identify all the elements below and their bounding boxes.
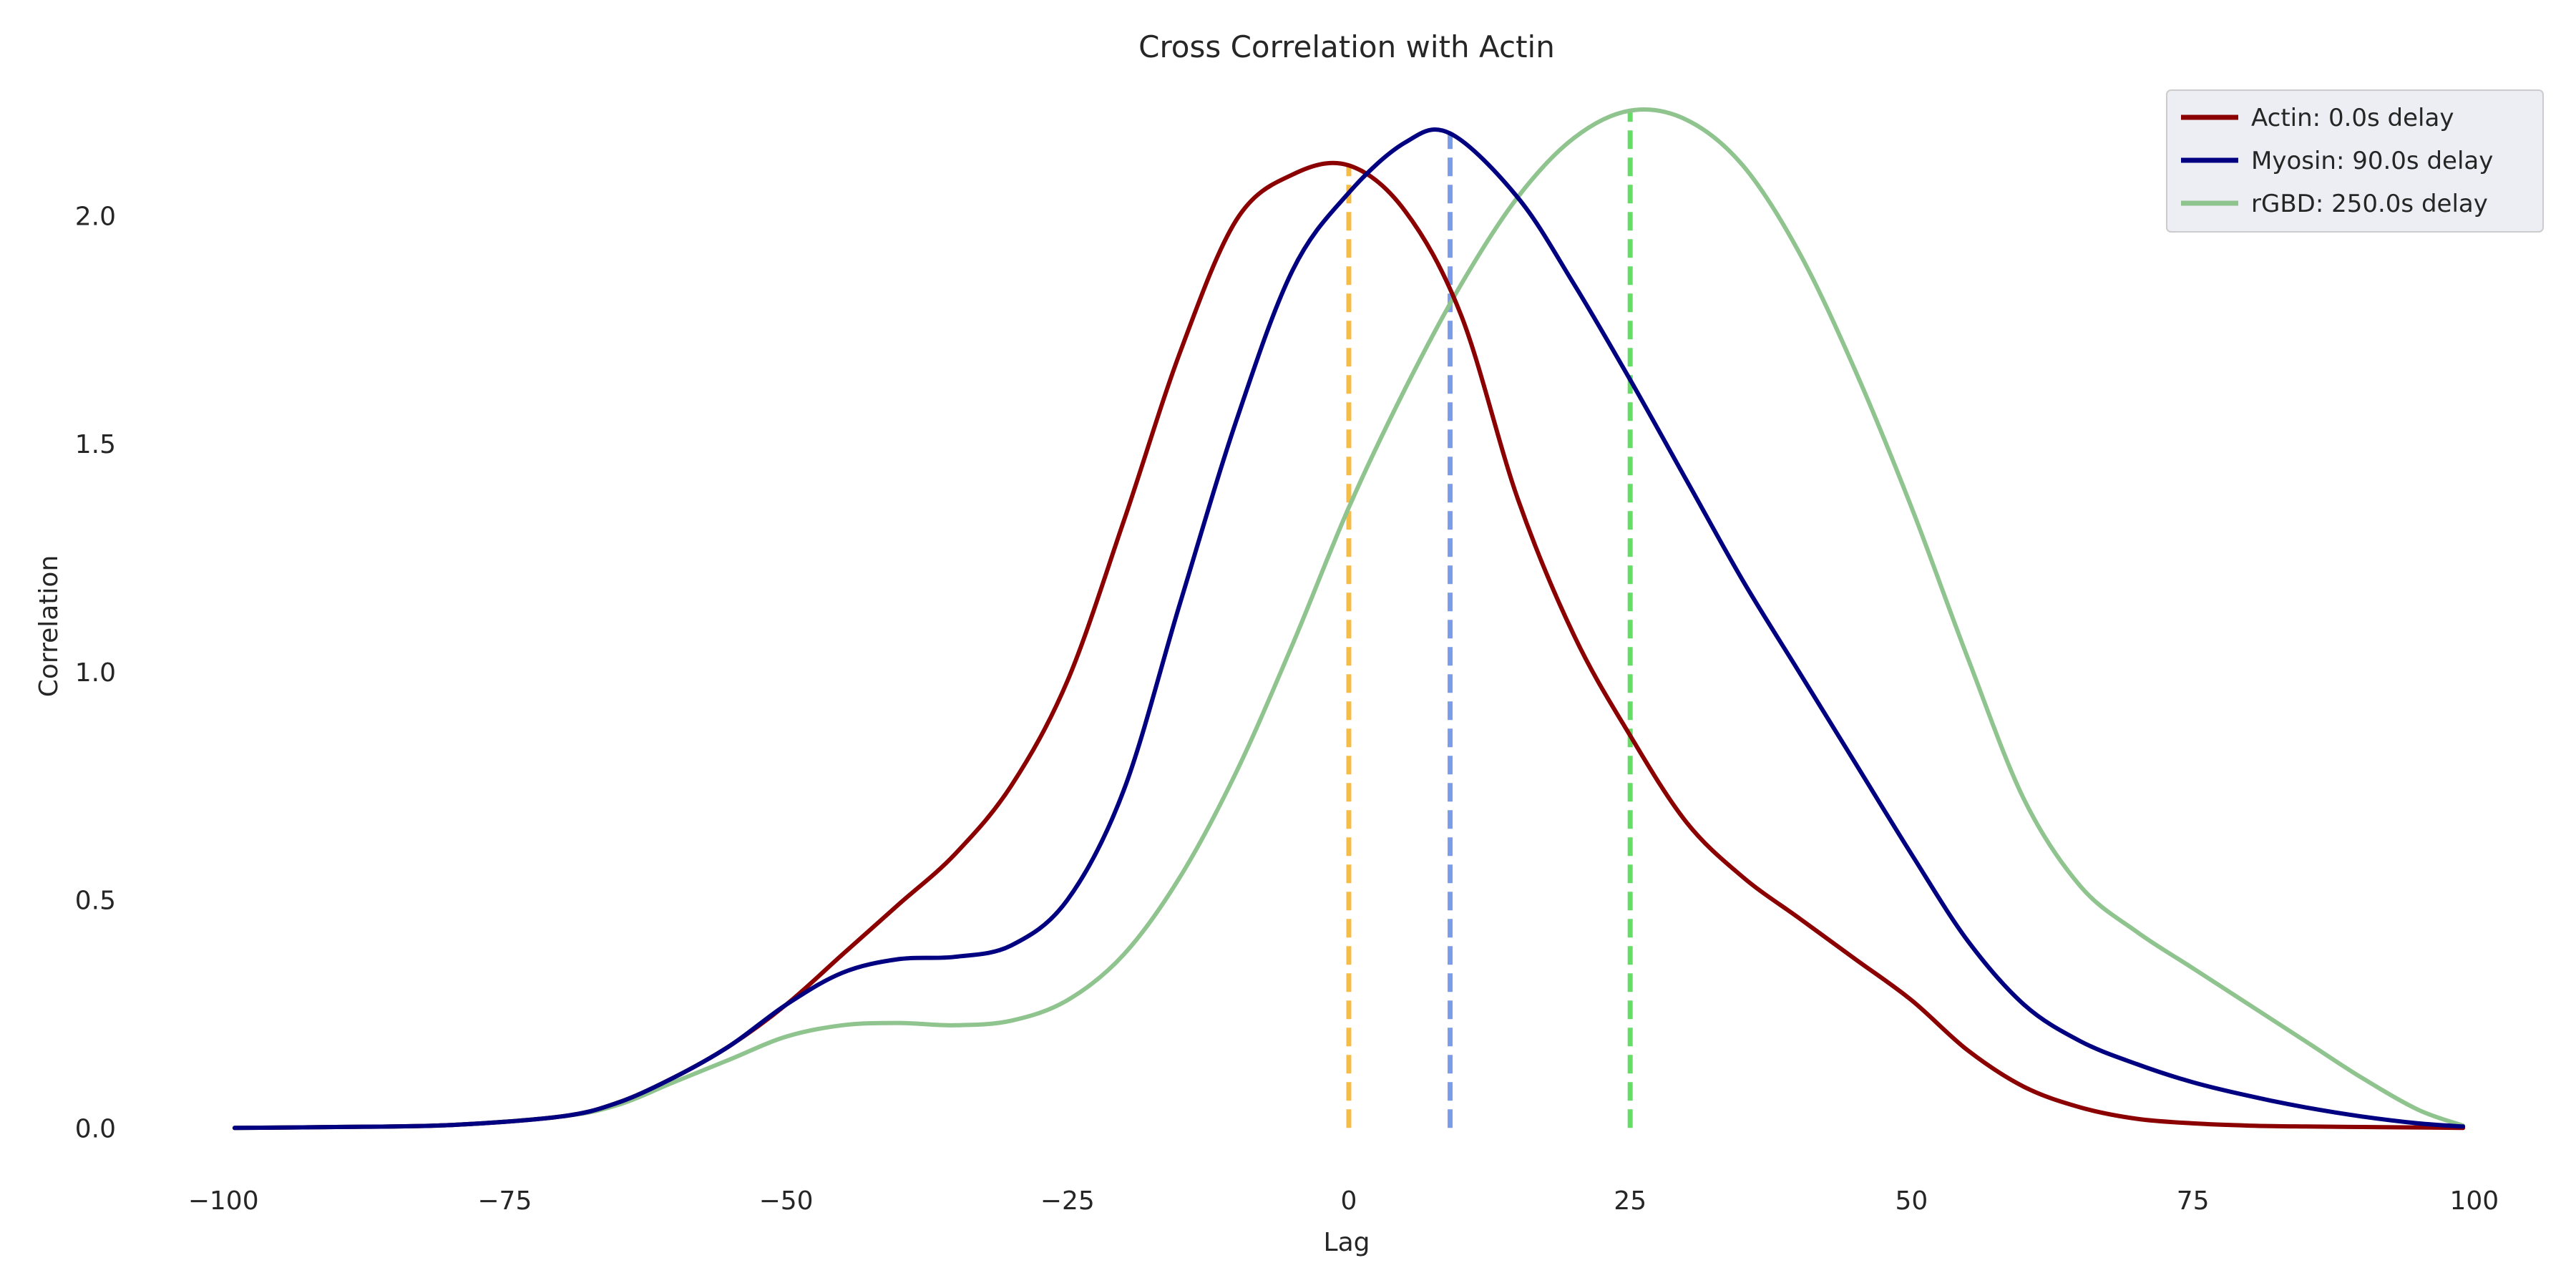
- legend-label: rGBD: 250.0s delay: [2251, 190, 2488, 218]
- x-tick-label: −50: [759, 1186, 814, 1216]
- legend-box: [2166, 89, 2544, 233]
- series-lines: [232, 107, 2466, 1131]
- x-tick-label: 100: [2449, 1186, 2499, 1216]
- x-tick-label: 75: [2177, 1186, 2210, 1216]
- x-tick-label: −25: [1040, 1186, 1095, 1216]
- x-tick-label: −100: [188, 1186, 259, 1216]
- y-tick-label: 1.5: [75, 430, 116, 459]
- legend: Actin: 0.0s delay Myosin: 90.0s delay rGBD…: [2166, 89, 2544, 233]
- y-tick-label: 0.0: [75, 1114, 116, 1143]
- x-tick-label: −75: [477, 1186, 532, 1216]
- legend-label: Actin: 0.0s delay: [2251, 104, 2454, 132]
- series-line: [232, 107, 2466, 1131]
- y-axis-ticks: 0.0 0.5 1.0 1.5 2.0: [75, 202, 116, 1143]
- x-tick-label: 0: [1341, 1186, 1357, 1216]
- peak-lag-lines: [1346, 110, 1633, 1128]
- x-axis-label: Lag: [1324, 1228, 1370, 1257]
- y-axis-label: Correlation: [34, 555, 64, 698]
- x-tick-label: 50: [1896, 1186, 1928, 1216]
- y-tick-label: 1.0: [75, 658, 116, 688]
- legend-label: Myosin: 90.0s delay: [2251, 147, 2493, 175]
- y-tick-label: 2.0: [75, 202, 116, 231]
- series-line: [232, 127, 2466, 1131]
- x-axis-ticks: −100 −75 −50 −25 0 25 50 75 100: [188, 1186, 2499, 1216]
- chart-title: Cross Correlation with Actin: [1138, 29, 1555, 64]
- y-tick-label: 0.5: [75, 887, 116, 916]
- x-tick-label: 25: [1614, 1186, 1646, 1216]
